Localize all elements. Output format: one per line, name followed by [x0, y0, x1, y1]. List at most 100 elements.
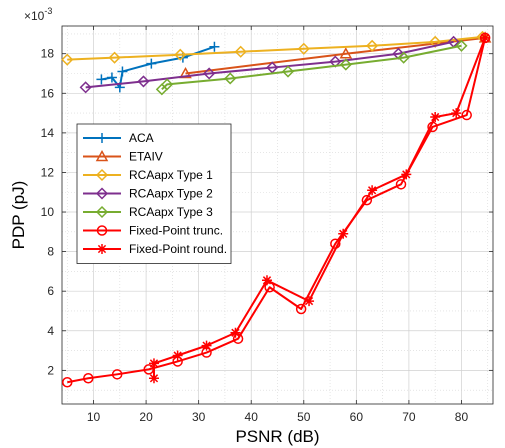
legend-item: ETAIV: [83, 150, 163, 164]
data-point: [201, 340, 212, 351]
series-line: [161, 44, 462, 91]
data-point: [203, 67, 216, 80]
data-point: [234, 45, 247, 58]
data-point: [148, 373, 159, 384]
y-tick-label: 4: [47, 324, 54, 338]
data-point: [62, 376, 73, 388]
series-1: [179, 31, 492, 79]
y-tick-label: 2: [47, 363, 54, 377]
x-tick-label: 60: [350, 410, 364, 424]
data-point: [261, 275, 272, 286]
y-multiplier-base: ×10: [24, 9, 45, 23]
x-tick-label: 10: [87, 410, 101, 424]
data-point: [209, 41, 220, 52]
x-tick-label: 70: [402, 410, 416, 424]
data-point: [146, 58, 157, 69]
data-point: [304, 296, 315, 307]
legend-swatch-marker: [95, 149, 109, 162]
data-point: [361, 194, 373, 206]
data-point: [297, 42, 310, 55]
data-point: [96, 74, 107, 85]
legend-item: ACA: [83, 131, 154, 145]
data-point: [108, 51, 121, 64]
data-point: [137, 75, 150, 88]
series-line: [67, 35, 483, 61]
data-point: [455, 39, 468, 52]
legend-swatch-marker: [95, 187, 109, 200]
data-point: [117, 66, 128, 77]
y-tick-label: 8: [47, 245, 54, 259]
legend-label: RCAapx Type 2: [129, 187, 213, 201]
data-point: [339, 58, 352, 71]
legend-swatch-marker: [95, 205, 109, 219]
legend-label: Fixed-Point trunc.: [129, 224, 223, 238]
data-point: [148, 358, 159, 369]
axis-ticks: 10 20 30 40 50 60 70 80 2 4 6 8 10 12 14 16 18: [41, 26, 493, 424]
x-axis-title: PSNR (dB): [235, 427, 319, 446]
data-point: [161, 78, 174, 91]
x-tick-label: 50: [297, 410, 311, 424]
series-3: [79, 35, 460, 94]
data-point: [79, 81, 92, 94]
data-point: [338, 228, 349, 239]
data-point: [111, 369, 123, 380]
legend-item: RCAapx Type 2: [83, 187, 213, 201]
data-point: [172, 350, 183, 361]
legend-label: ACA: [129, 131, 154, 145]
legend-label: ETAIV: [129, 150, 163, 164]
y-tick-label: 10: [41, 205, 55, 219]
y-axis-title: PDP (pJ): [9, 181, 28, 250]
data-point: [395, 179, 407, 190]
data-point: [339, 47, 353, 59]
legend-label: Fixed-Point round.: [129, 242, 227, 256]
data-point: [480, 32, 491, 43]
series-line: [85, 40, 454, 89]
y-tick-label: 12: [41, 165, 55, 179]
legend-swatch-marker: [95, 168, 109, 182]
legend-label: RCAapx Type 1: [129, 168, 213, 182]
data-point: [61, 53, 74, 66]
major-grid: [62, 26, 493, 404]
legend-item: Fixed-Point trunc.: [83, 224, 223, 238]
y-tick-label: 18: [41, 47, 55, 61]
data-point: [429, 35, 442, 48]
series-layer: [61, 30, 492, 388]
data-point: [366, 39, 379, 52]
x-tick-label: 30: [192, 410, 206, 424]
data-point: [230, 327, 241, 338]
y-multiplier: ×10-3: [24, 6, 52, 23]
y-multiplier-exponent: -3: [44, 6, 52, 16]
legend-swatch-marker: [97, 133, 107, 143]
legend-item: RCAapx Type 3: [83, 205, 213, 219]
data-point: [397, 51, 410, 64]
x-tick-label: 40: [245, 410, 259, 424]
data-point: [451, 108, 462, 119]
data-point: [83, 373, 94, 384]
legend-item: Fixed-Point round.: [83, 242, 227, 256]
legend-item: RCAapx Type 1: [83, 168, 213, 182]
data-point: [174, 48, 187, 61]
legend-label: RCAapx Type 3: [129, 205, 213, 219]
x-tick-label: 80: [455, 410, 469, 424]
data-point: [461, 109, 472, 121]
series-6: [148, 32, 491, 384]
data-point: [295, 303, 307, 315]
data-point: [281, 65, 295, 78]
data-point: [232, 333, 244, 344]
x-tick-label: 20: [139, 410, 153, 424]
legend-swatch-marker: [97, 244, 107, 254]
series-4: [155, 39, 468, 96]
plot-area: [61, 25, 494, 405]
data-point: [367, 185, 378, 196]
legend: ACA ETAIV RCAapx Type 1 RCAapx Type 2 RCAapx…: [76, 123, 232, 264]
y-tick-label: 16: [41, 86, 55, 100]
data-point: [430, 112, 441, 123]
data-point: [106, 72, 117, 83]
data-point: [401, 169, 412, 180]
y-tick-label: 6: [47, 284, 54, 298]
data-point: [179, 66, 192, 79]
legend-swatch-marker: [96, 225, 108, 236]
data-point: [224, 72, 237, 85]
